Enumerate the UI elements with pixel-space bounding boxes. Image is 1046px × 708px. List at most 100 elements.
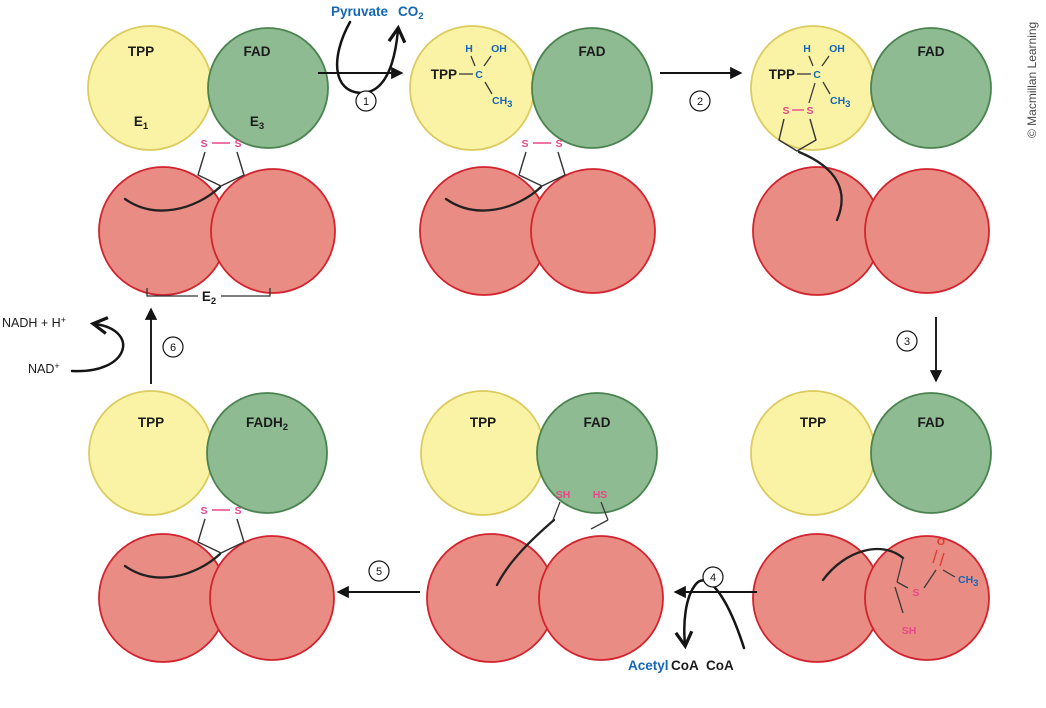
hydroxyethyl-tpp-structure: TPP C H OH CH3 (431, 43, 513, 110)
fad-label: FAD (584, 415, 611, 430)
thiol-label: SH (556, 489, 571, 501)
step-5-number: 5 (376, 566, 382, 578)
hydrogen-label: H (465, 43, 473, 55)
hydroxyl-label: OH (829, 43, 845, 55)
nadh-label: NADH + H+ (2, 315, 66, 330)
fad-label: FAD (579, 44, 606, 59)
complex-state-2: FAD TPP C H OH CH3 S S (409, 25, 656, 296)
e2-domain-circle-right (864, 168, 990, 294)
step-1: Pyruvate CO2 1 (318, 4, 424, 112)
e2-domain-circle-right (864, 535, 990, 661)
carbonyl-double-bond (939, 552, 945, 567)
e2-domain-circle-right (210, 168, 336, 294)
e1-tpp-circle (420, 390, 546, 516)
e2-label: E2 (202, 289, 216, 307)
step-1-badge (355, 90, 377, 112)
bond-line (896, 557, 904, 583)
dithiolane-ring (518, 151, 566, 187)
lipoamide-arm (495, 518, 556, 587)
hydroxyl-label: OH (491, 43, 507, 55)
bond-line (896, 581, 909, 589)
e2-domain-circle-right (209, 535, 335, 661)
bond-line (821, 55, 830, 67)
bond-line (470, 55, 476, 67)
step-4-badge (702, 566, 724, 588)
complex-state-1: TPP E1 FAD E3 S S E2 (87, 25, 336, 307)
substrate-curve-arrow (335, 20, 407, 95)
copyright-credit: © Macmillan Learning (1025, 22, 1039, 138)
bond-line (923, 569, 937, 589)
dithiolane-ring (197, 151, 245, 187)
step-2-number: 2 (697, 96, 703, 108)
tpp-label: TPP (769, 67, 795, 82)
e3-fad-circle (536, 392, 658, 514)
step-2-badge (689, 90, 711, 112)
step-4-number: 4 (710, 572, 716, 584)
methyl-label: CH3 (492, 95, 512, 110)
coa-curve-arrow (674, 579, 746, 650)
co2-label: CO2 (398, 4, 424, 22)
dithiolane-ring (197, 518, 245, 554)
e2-domain-circle-left (752, 533, 882, 663)
methyl-label: CH3 (958, 574, 978, 589)
e3-fadh2-circle (206, 392, 328, 514)
lipoamide-arm (444, 185, 543, 212)
sulfur-label: S (200, 505, 207, 517)
thiol-label: HS (593, 489, 608, 501)
lipoamide-arm (797, 150, 843, 222)
e3-label: E3 (250, 114, 264, 132)
e1-tpp-circle (750, 390, 876, 516)
sulfur-label: S (555, 138, 562, 150)
nad-label: NAD+ (28, 361, 60, 376)
e1-tpp-circle (88, 390, 214, 516)
step-3: 3 (896, 317, 943, 383)
opened-ring (778, 118, 817, 152)
e2-bracket-right (221, 288, 271, 297)
acetyl-dihydrolipoamide-structure: S O CH3 SH (821, 536, 978, 637)
lipoamide-arm (123, 552, 222, 579)
carbon-label: C (813, 69, 821, 81)
methyl-label: CH3 (830, 95, 850, 110)
e2-domain-circle-right (530, 168, 656, 294)
bond-line (552, 501, 561, 521)
step-6-badge (162, 336, 184, 358)
e2-bracket-left (146, 288, 198, 297)
step-3-badge (896, 330, 918, 352)
lipoamide-arm (123, 185, 222, 212)
complex-state-3: FAD TPP C H OH CH3 S S (750, 25, 992, 296)
complex-state-5: TPP FAD SH HS (420, 390, 664, 663)
pyruvate-label: Pyruvate (331, 4, 389, 19)
sulfur-label: S (912, 587, 919, 599)
bond-line (942, 569, 956, 578)
sulfur-label: S (521, 138, 528, 150)
tpp-lipoyl-intermediate-structure: TPP C H OH CH3 S S (769, 43, 850, 222)
step-5: 5 (336, 560, 420, 599)
e2-domain-circle-left (426, 533, 556, 663)
e2-domain-circle-left (98, 166, 228, 296)
thiol-label: SH (902, 625, 917, 637)
complex-state-6: TPP FADH2 S S (88, 390, 335, 663)
hydrogen-label: H (803, 43, 811, 55)
carbonyl-double-bond (932, 549, 938, 564)
tpp-label: TPP (128, 44, 154, 59)
bond-line (822, 81, 831, 95)
lipoamide-arm (821, 547, 905, 582)
step-1-number: 1 (363, 96, 369, 108)
e3-fad-circle (870, 392, 992, 514)
fad-label: FAD (918, 415, 945, 430)
tpp-label: TPP (138, 415, 164, 430)
sulfur-label: S (234, 138, 241, 150)
bond-line (590, 519, 609, 530)
step-4: 4 Acetyl CoA CoA (628, 566, 757, 673)
e1-label: E1 (134, 114, 149, 132)
coa-label: CoA (706, 658, 734, 673)
bond-line (600, 501, 609, 521)
bond-line (484, 81, 493, 95)
carbon-label: C (475, 69, 483, 81)
coa-label: CoA (671, 658, 699, 673)
step-3-number: 3 (904, 336, 910, 348)
step-5-badge (368, 560, 390, 582)
step-6: 6 NADH + H+ NAD+ (2, 307, 184, 384)
